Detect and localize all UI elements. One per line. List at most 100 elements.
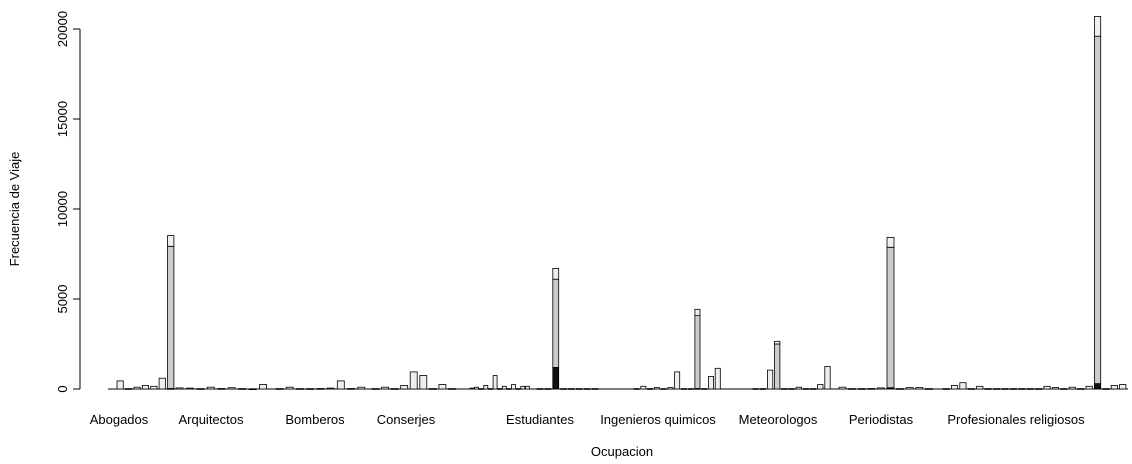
bar-segment: [714, 367, 721, 390]
bar-segment: [886, 236, 895, 248]
bar-segment: [428, 388, 437, 390]
bar-segment: [694, 308, 701, 316]
bar-segment: [896, 388, 904, 390]
bar-segment: [560, 388, 567, 390]
bar-segment: [795, 386, 802, 390]
bar-segment: [1102, 388, 1110, 390]
bar-segment: [1060, 388, 1068, 390]
bar-segment: [633, 388, 640, 390]
bar-segment: [536, 388, 544, 390]
bar-segment: [150, 385, 158, 390]
bar-segment: [158, 377, 166, 390]
bar-segment: [483, 384, 489, 390]
bar-segment: [993, 388, 1001, 390]
bar-segment: [544, 388, 552, 390]
bar-segment: [1094, 15, 1102, 37]
x-tick-label: Ingenieros quimicos: [600, 412, 716, 427]
x-axis-title: Ocupacion: [591, 444, 653, 459]
y-tick-label: 0: [55, 385, 70, 392]
bar-segment: [390, 388, 399, 390]
bar-segment: [1026, 388, 1034, 390]
bar-segment: [196, 388, 205, 390]
bar-segment: [217, 388, 226, 390]
bar-segment: [967, 388, 975, 390]
bar-segment: [347, 388, 356, 390]
bar-segment: [640, 385, 647, 390]
bar-segment: [905, 387, 914, 390]
bar-segment: [817, 384, 824, 390]
bar-segment: [867, 388, 876, 390]
bar-segment: [474, 386, 480, 390]
x-tick-label: Abogados: [90, 412, 149, 427]
bar-segment: [141, 384, 150, 390]
y-axis-ticks: 0 5000 10000 15000 20000: [55, 11, 80, 393]
bar-segment: [1085, 385, 1093, 390]
y-tick-label: 15000: [55, 101, 70, 137]
x-tick-label: Meteorologos: [739, 412, 818, 427]
bar-segment: [419, 375, 428, 390]
bar-segment: [984, 388, 992, 390]
bar-segment: [175, 387, 184, 390]
bar-segment: [326, 387, 335, 390]
y-tick-label: 5000: [55, 285, 70, 314]
x-category-labels: Abogados Arquitectos Bomberos Conserjes Estu…: [90, 412, 1085, 427]
bars-layer: [116, 15, 1127, 390]
x-tick-label: Bomberos: [285, 412, 345, 427]
bar-segment: [942, 388, 950, 390]
bar-segment: [1043, 385, 1051, 390]
bar-segment: [653, 387, 660, 390]
bar-segment: [674, 371, 681, 390]
bar-segment: [227, 387, 236, 390]
bar-segment: [295, 388, 304, 390]
bar-segment: [515, 388, 521, 390]
bar-segment: [306, 388, 315, 390]
y-tick-label: 20000: [55, 11, 70, 47]
bar-segment: [116, 380, 124, 390]
bar-segment: [552, 278, 560, 368]
bar-segment: [877, 387, 885, 390]
bar-segment: [1110, 384, 1118, 390]
bar-segment: [371, 388, 380, 390]
bar-segment: [206, 386, 215, 390]
bar-segment: [1094, 35, 1102, 384]
bar-segment: [133, 386, 141, 390]
bar-segment: [336, 380, 345, 390]
bar-segment: [1068, 386, 1076, 390]
bar-segment: [759, 388, 767, 390]
bar-segment: [583, 388, 591, 390]
bar-segment: [788, 388, 795, 390]
bar-segment: [285, 386, 294, 390]
bar-segment: [694, 315, 701, 389]
bar-segment: [125, 388, 133, 390]
bar-segment: [687, 388, 694, 390]
bar-segment: [708, 375, 714, 390]
bar-segment: [501, 385, 507, 390]
bar-segment: [248, 388, 257, 390]
x-tick-label: Periodistas: [849, 412, 914, 427]
bar-segment: [660, 388, 667, 390]
bar-segment: [1119, 384, 1127, 390]
bar-segment: [802, 388, 810, 390]
bar-segment: [185, 387, 194, 390]
bar-segment: [1035, 388, 1043, 390]
bar-segment: [497, 388, 503, 390]
bar-segment: [167, 245, 175, 389]
bar-segment: [886, 246, 895, 389]
bar-segment: [701, 388, 708, 390]
bar-segment: [752, 388, 759, 390]
bar-segment: [915, 387, 924, 390]
bar-segment: [976, 385, 984, 390]
bar-segment: [568, 388, 575, 390]
bar-segment: [647, 388, 653, 390]
bar-segment: [781, 388, 788, 390]
bar-segment: [959, 382, 967, 390]
bar-segment: [1094, 383, 1102, 390]
bar-segment: [1018, 388, 1026, 390]
bar-segment: [520, 385, 526, 390]
bar-segment: [238, 388, 247, 390]
bar-segment: [857, 388, 866, 390]
bar-segment: [381, 386, 390, 390]
bar-segment: [316, 388, 325, 390]
bar-segment: [1077, 388, 1085, 390]
